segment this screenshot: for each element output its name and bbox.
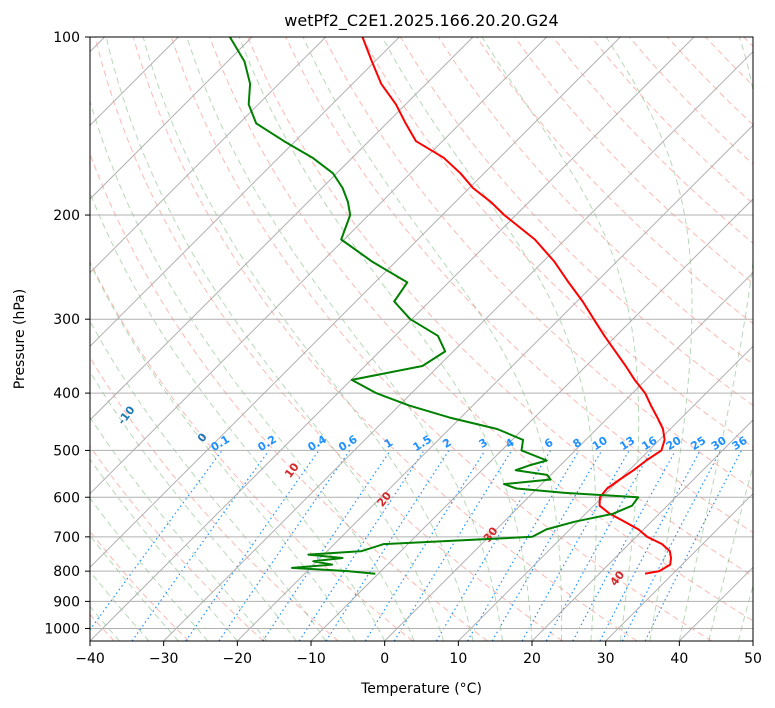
y-tick-label: 300 bbox=[53, 312, 80, 328]
isotherm-line bbox=[90, 37, 400, 348]
dry-adiabat-line bbox=[514, 37, 753, 284]
isotherm-line bbox=[605, 492, 753, 641]
moist-adiabat-line bbox=[678, 37, 753, 641]
dry-adiabat-line bbox=[285, 37, 753, 534]
y-tick-label: 800 bbox=[53, 564, 80, 580]
moist-adiabat-line bbox=[90, 416, 268, 641]
isotherm-line bbox=[310, 198, 753, 641]
isotherm-line bbox=[236, 124, 753, 641]
axes: −40 −30 −20 −10 0 10 20 30 40 50 100 200 300 400 500 60… bbox=[44, 30, 762, 667]
isotherm-line bbox=[531, 419, 753, 641]
y-tick-label: 600 bbox=[53, 490, 80, 506]
mixing-ratio-line bbox=[185, 450, 320, 641]
moist-adiabat-line bbox=[90, 497, 209, 641]
mixing-ratio-line bbox=[262, 450, 391, 641]
isotherm-line bbox=[90, 37, 695, 641]
y-tick-label: 100 bbox=[53, 30, 80, 46]
isotherm-line bbox=[90, 37, 327, 274]
moist-adiabat-line bbox=[90, 370, 297, 641]
y-tick-label: 900 bbox=[53, 594, 80, 610]
moist-adiabat-line bbox=[105, 37, 445, 641]
x-tick-label: 40 bbox=[670, 651, 688, 667]
moist-adiabat-line bbox=[737, 584, 753, 641]
dry-adiabat-line bbox=[323, 37, 753, 491]
x-axis-label: Temperature (°C) bbox=[360, 681, 482, 697]
moist-adiabat-line bbox=[90, 458, 238, 641]
isotherm-line bbox=[384, 271, 753, 641]
y-tick-label: 700 bbox=[53, 530, 80, 546]
moist-adiabat-line bbox=[142, 37, 474, 641]
moist-adiabat-line bbox=[90, 320, 327, 641]
x-tick-label: 20 bbox=[523, 651, 541, 667]
moist-adiabat-line bbox=[302, 37, 563, 641]
x-tick-label: −40 bbox=[75, 651, 105, 667]
x-tick-label: 30 bbox=[597, 651, 615, 667]
x-tick-label: −10 bbox=[296, 651, 326, 667]
moist-adiabat-line bbox=[186, 37, 503, 641]
isotherm-line bbox=[163, 50, 753, 641]
y-tick-label: 200 bbox=[53, 208, 80, 224]
mixing-ratio-line bbox=[545, 450, 652, 641]
moist-adiabat-line bbox=[481, 37, 640, 641]
x-tick-label: −20 bbox=[223, 651, 253, 667]
mixing-ratio-line bbox=[298, 450, 425, 641]
mixing-ratio-line bbox=[435, 450, 552, 641]
moist-adiabat-line bbox=[605, 37, 693, 641]
sounding-profiles bbox=[229, 37, 672, 575]
mixing-ratio-line bbox=[218, 450, 351, 641]
isotherm-line bbox=[90, 37, 621, 569]
plot-area: 0.10.20.40.611.52346810131620253036-100-… bbox=[90, 37, 753, 641]
temperature-line bbox=[361, 37, 672, 575]
dry-adiabat-line bbox=[132, 37, 638, 641]
dry-adiabat-line bbox=[209, 37, 753, 622]
y-tick-label: 1000 bbox=[44, 621, 80, 637]
isotherm-line bbox=[457, 345, 753, 641]
y-tick-label: 400 bbox=[53, 386, 80, 402]
x-tick-label: 0 bbox=[380, 651, 389, 667]
isotherm-line bbox=[90, 37, 474, 421]
x-tick-label: −30 bbox=[149, 651, 179, 667]
x-tick-label: 50 bbox=[744, 651, 762, 667]
background-lines bbox=[90, 37, 753, 641]
isotherm-line bbox=[90, 37, 253, 200]
mixing-ratio-line bbox=[466, 450, 580, 641]
y-tick-label: 500 bbox=[53, 443, 80, 459]
dry-adiabat-line bbox=[170, 37, 712, 641]
mixing-ratio-line bbox=[325, 450, 450, 641]
dry-adiabat-line bbox=[94, 37, 563, 641]
mixing-ratio-line bbox=[364, 450, 486, 641]
moist-adiabat-line bbox=[381, 37, 597, 641]
moist-adiabat-line bbox=[90, 261, 356, 641]
moist-adiabat-line bbox=[708, 463, 753, 641]
plot-frame bbox=[89, 36, 754, 642]
y-axis-label: Pressure (hPa) bbox=[12, 289, 28, 389]
chart-title: wetPf2_C2E1.2025.166.20.20.G24 bbox=[284, 11, 558, 31]
dry-adiabat-line bbox=[90, 260, 414, 641]
mixing-ratio-line bbox=[572, 450, 677, 641]
moist-adiabat-line bbox=[90, 534, 179, 641]
moist-adiabat-line bbox=[90, 191, 386, 641]
dewpoint-line bbox=[229, 37, 640, 575]
x-tick-label: 10 bbox=[449, 651, 467, 667]
moist-adiabat-line bbox=[90, 570, 150, 641]
moist-adiabat-line bbox=[238, 37, 533, 641]
dry-adiabat-line bbox=[247, 37, 753, 577]
dry-adiabat-line bbox=[90, 445, 264, 641]
dry-adiabat-line bbox=[476, 37, 753, 325]
isotherm-line bbox=[90, 37, 548, 495]
